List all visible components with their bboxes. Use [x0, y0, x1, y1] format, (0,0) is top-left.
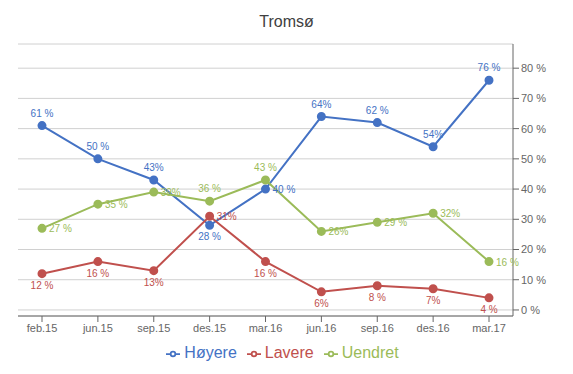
- svg-text:0 %: 0 %: [521, 304, 540, 316]
- svg-text:13%: 13%: [144, 277, 164, 288]
- svg-text:12 %: 12 %: [31, 280, 54, 291]
- svg-text:16 %: 16 %: [86, 268, 109, 279]
- svg-text:50 %: 50 %: [86, 141, 109, 152]
- svg-text:40 %: 40 %: [521, 183, 546, 195]
- svg-text:7%: 7%: [426, 295, 441, 306]
- svg-text:40 %: 40 %: [273, 184, 296, 195]
- svg-text:8 %: 8 %: [369, 292, 386, 303]
- svg-text:60 %: 60 %: [521, 123, 546, 135]
- svg-text:27 %: 27 %: [49, 223, 72, 234]
- svg-text:28 %: 28 %: [198, 231, 221, 242]
- svg-text:80 %: 80 %: [521, 62, 546, 74]
- svg-text:29 %: 29 %: [384, 217, 407, 228]
- svg-text:des.15: des.15: [193, 322, 226, 334]
- svg-text:mar.16: mar.16: [249, 322, 283, 334]
- svg-text:39%: 39%: [161, 187, 181, 198]
- svg-text:50 %: 50 %: [521, 153, 546, 165]
- svg-text:sep.16: sep.16: [361, 322, 394, 334]
- svg-text:16 %: 16 %: [254, 268, 277, 279]
- svg-text:54%: 54%: [423, 129, 443, 140]
- svg-text:mar.17: mar.17: [472, 322, 506, 334]
- svg-text:61 %: 61 %: [31, 108, 54, 119]
- svg-text:32%: 32%: [440, 208, 460, 219]
- svg-text:31%: 31%: [217, 211, 237, 222]
- svg-text:16 %: 16 %: [496, 257, 519, 268]
- svg-text:62 %: 62 %: [366, 105, 389, 116]
- svg-text:64%: 64%: [311, 99, 331, 110]
- html-text:Uendret: Uendret: [341, 344, 399, 361]
- svg-text:des.16: des.16: [417, 322, 450, 334]
- svg-text:43%: 43%: [144, 162, 164, 173]
- svg-text:4 %: 4 %: [480, 304, 497, 315]
- html-text:Høyere: Høyere: [184, 344, 237, 361]
- svg-text:6%: 6%: [314, 298, 329, 309]
- svg-text:26%: 26%: [328, 226, 348, 237]
- svg-text:43 %: 43 %: [254, 162, 277, 173]
- html-text:Tromsø: Tromsø: [259, 13, 314, 30]
- svg-text:70 %: 70 %: [521, 92, 546, 104]
- svg-text:jun.15: jun.15: [82, 322, 113, 334]
- html-text:Lavere: Lavere: [264, 344, 314, 361]
- svg-text:10 %: 10 %: [521, 274, 546, 286]
- svg-text:76 %: 76 %: [478, 62, 501, 73]
- svg-text:jun.16: jun.16: [305, 322, 336, 334]
- svg-text:36 %: 36 %: [198, 183, 221, 194]
- svg-text:sep.15: sep.15: [137, 322, 170, 334]
- svg-text:20 %: 20 %: [521, 243, 546, 255]
- svg-text:35 %: 35 %: [105, 199, 128, 210]
- svg-text:feb.15: feb.15: [27, 322, 58, 334]
- svg-text:30 %: 30 %: [521, 213, 546, 225]
